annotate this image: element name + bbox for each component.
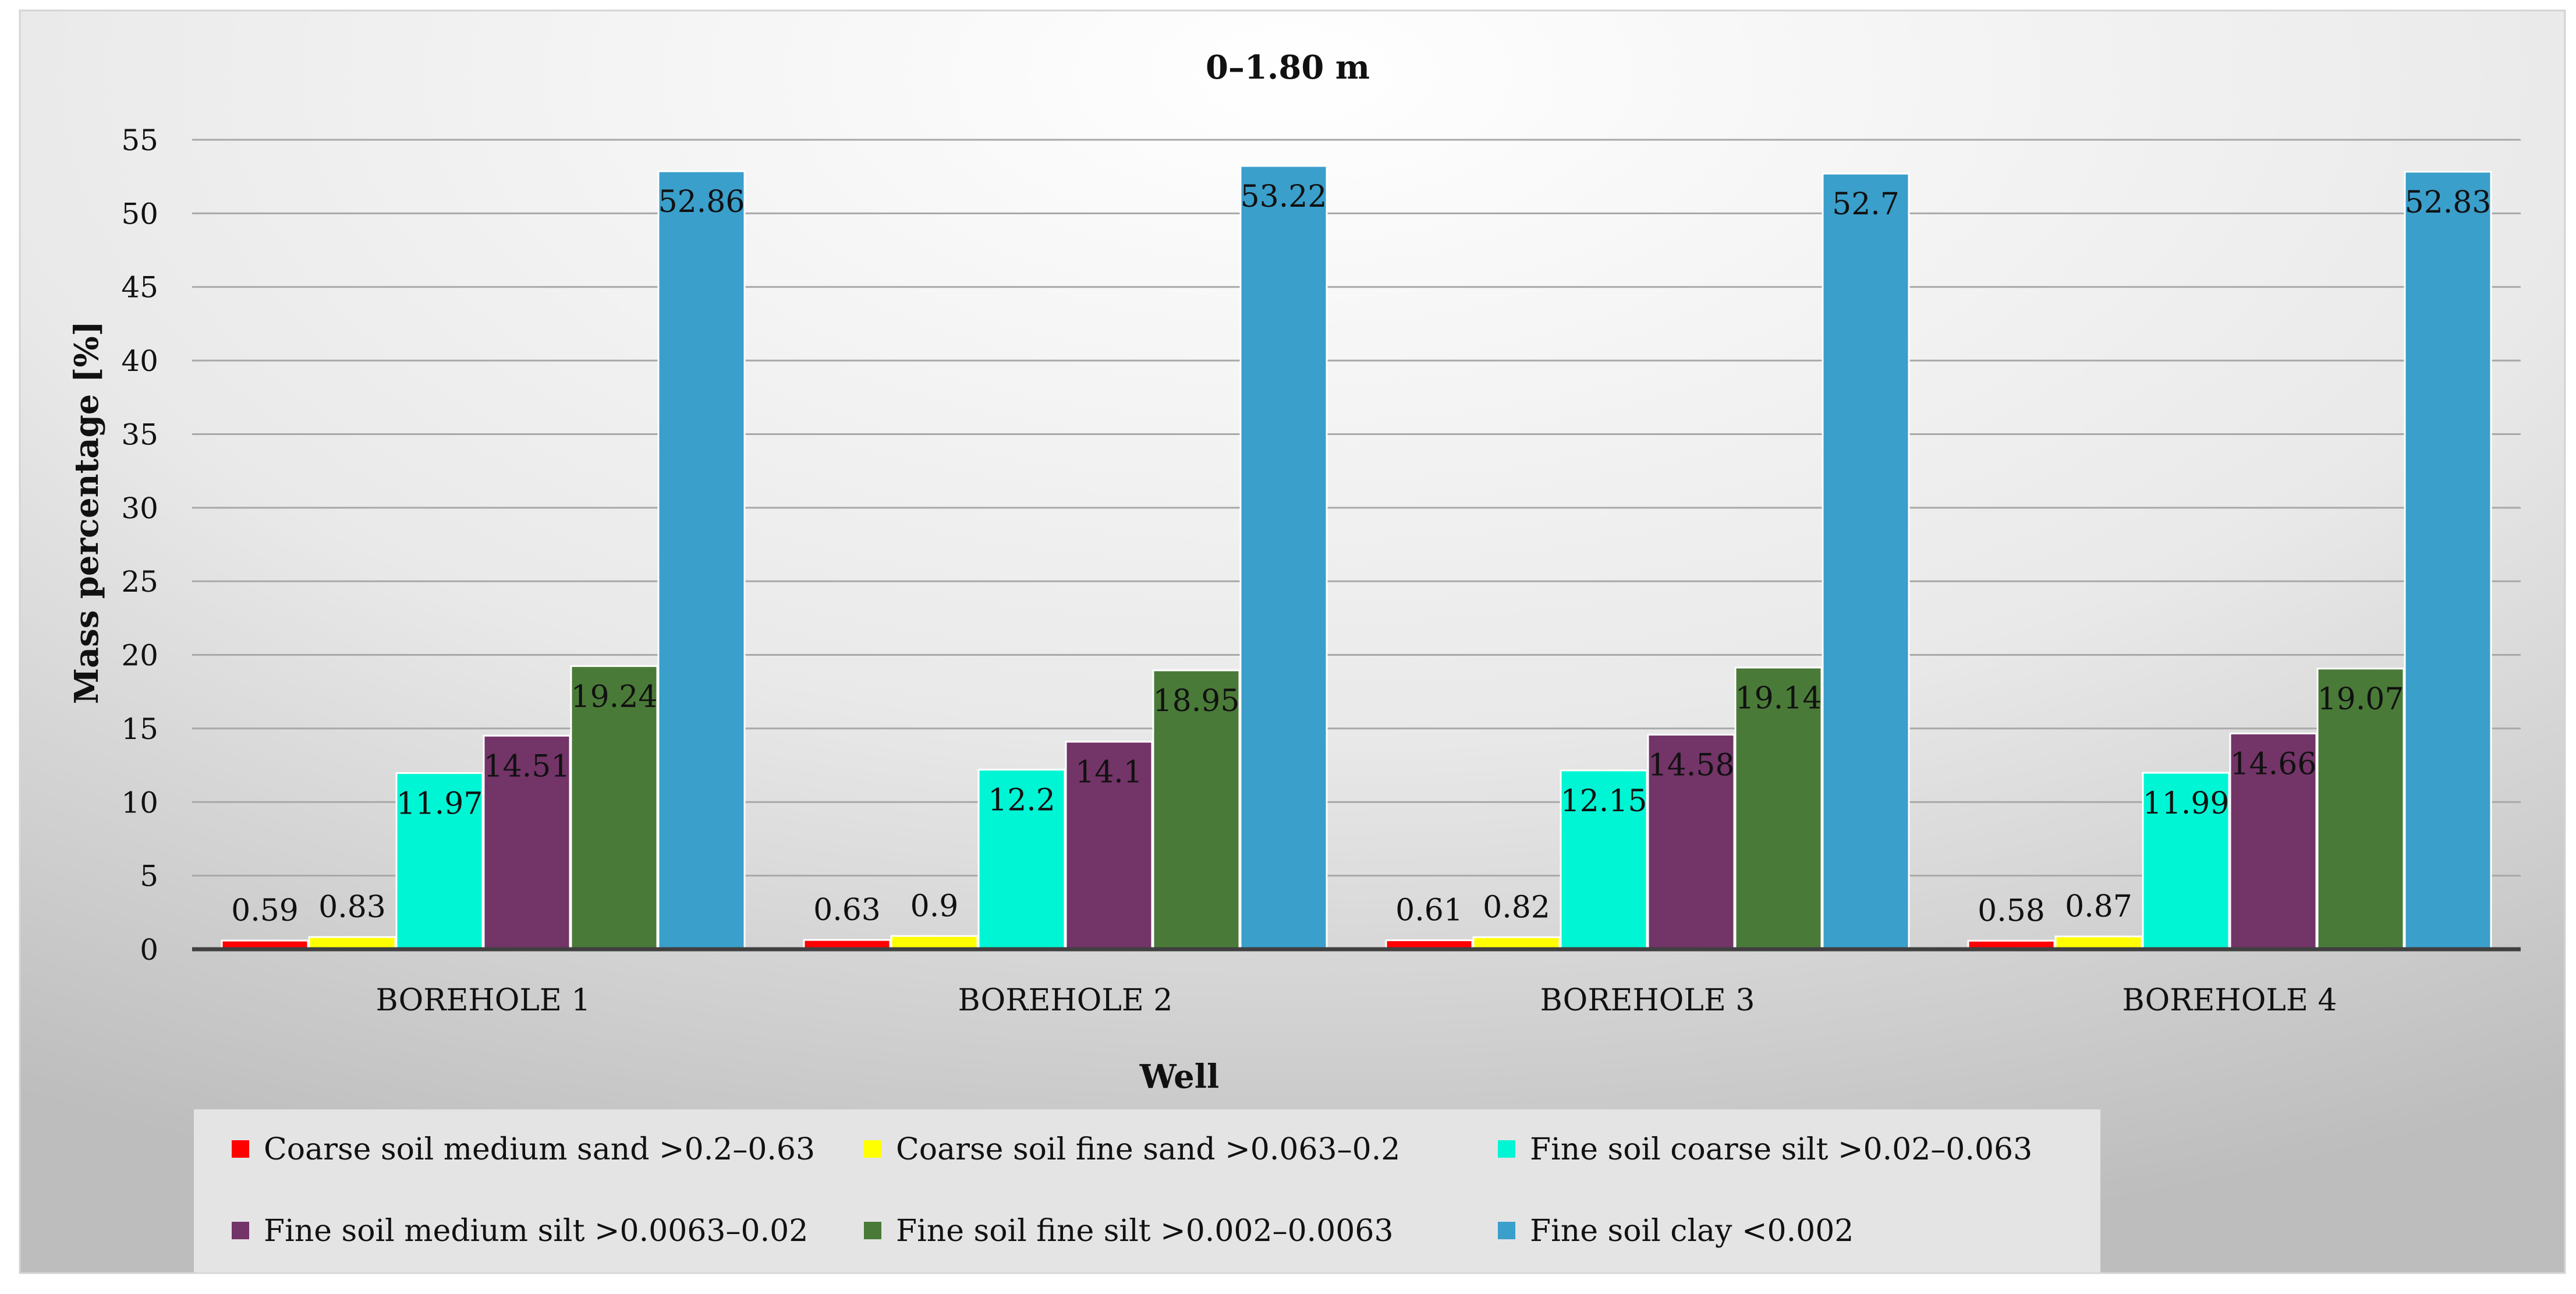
y-tick-label: 40 [121,344,158,378]
y-tick-label: 45 [121,271,158,305]
y-axis-title: Mass percentage [%] [68,321,106,704]
data-label: 12.15 [1561,784,1647,819]
legend-label: Coarse soil medium sand >0.2–0.63 [264,1132,815,1167]
data-label: 18.95 [1153,684,1240,719]
data-label: 0.83 [318,890,386,925]
bar [2316,667,2405,950]
y-tick-label: 15 [121,712,158,746]
gridlines [192,139,2521,877]
data-label: 14.1 [1075,755,1143,790]
bar [1560,769,1648,950]
x-axis-categories: BOREHOLE 1 BOREHOLE 2 BOREHOLE 3 BOREHOLE 4 [375,983,2337,1018]
data-label: 14.58 [1648,748,1735,783]
x-category-label: BOREHOLE 1 [375,983,590,1018]
y-tick-label: 55 [121,123,158,157]
x-category-label: BOREHOLE 3 [1540,983,1755,1018]
chart-title: 0–1.80 m [1206,48,1370,87]
bar [570,665,658,950]
data-label: 0.87 [2065,889,2132,924]
legend-swatch [864,1140,881,1158]
data-label: 52.83 [2405,185,2492,220]
y-tick-label: 50 [121,197,158,231]
legend-label: Fine soil coarse silt >0.02–0.063 [1530,1132,2032,1167]
data-label: 11.99 [2143,786,2230,821]
data-label: 0.9 [910,889,959,924]
bar [395,772,484,950]
bar [1239,165,1328,950]
legend-swatch [232,1140,249,1158]
y-tick-label: 35 [121,418,158,451]
bar [1065,741,1153,950]
legend-box [194,1109,2100,1272]
data-label: 52.86 [658,185,745,220]
bar [2229,733,2318,950]
bar [1647,734,1735,950]
legend-swatch [864,1222,881,1239]
bar [1822,172,1910,950]
legend-label: Coarse soil fine sand >0.063–0.2 [896,1132,1400,1167]
x-axis-title: Well [1139,1058,1220,1096]
legend-swatch [232,1222,249,1239]
y-tick-label: 25 [121,565,158,599]
y-tick-label: 30 [121,492,158,525]
data-label: 0.82 [1483,890,1550,925]
y-axis-ticks: 0 5 10 15 20 25 30 35 40 45 50 55 [121,123,158,967]
legend: Coarse soil medium sand >0.2–0.63 Coarse … [232,1132,2032,1249]
bar [2404,171,2492,950]
data-label: 0.58 [1978,893,2045,928]
x-category-label: BOREHOLE 4 [2122,983,2337,1018]
bar [1734,666,1823,950]
bars [221,165,2492,950]
data-label: 14.66 [2230,747,2317,782]
legend-swatch [1498,1140,1515,1158]
data-label: 53.22 [1241,179,1327,214]
bar [483,734,571,950]
data-label: 0.61 [1395,893,1463,928]
bar [1152,669,1241,950]
y-tick-label: 10 [121,786,158,819]
y-tick-label: 5 [140,860,158,893]
data-label: 12.2 [988,783,1055,818]
bar [657,170,746,950]
y-tick-label: 20 [121,639,158,673]
bar [2142,772,2230,950]
data-label: 14.51 [484,749,571,784]
legend-swatch [1498,1222,1515,1239]
data-label: 52.7 [1832,187,1900,222]
data-label: 19.07 [2318,682,2404,717]
data-label: 0.63 [813,893,881,928]
bar [977,769,1066,950]
legend-label: Fine soil clay <0.002 [1530,1214,1854,1249]
legend-label: Fine soil fine silt >0.002–0.0063 [896,1214,1394,1249]
data-label: 11.97 [396,786,483,821]
x-category-label: BOREHOLE 2 [958,983,1172,1018]
legend-label: Fine soil medium silt >0.0063–0.02 [264,1214,808,1249]
data-label: 19.14 [1735,681,1822,716]
y-tick-label: 0 [140,933,158,967]
data-label: 0.59 [231,893,299,928]
data-label: 19.24 [571,680,658,715]
